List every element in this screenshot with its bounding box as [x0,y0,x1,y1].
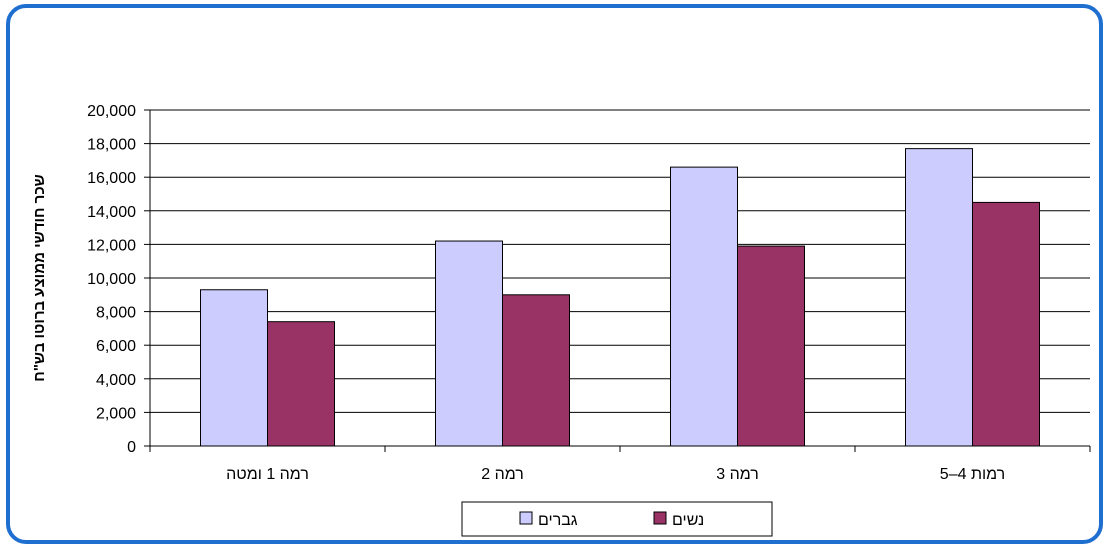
y-tick-label: 12,000 [87,237,136,254]
category-label: רמה 1 ומטה [226,466,309,483]
bar-women [502,294,570,447]
y-tick-labels: 0 2,000 4,000 6,000 8,000 10,000 12,000 14,000 1… [87,103,136,456]
y-tick-label: 16,000 [87,170,136,187]
y-tick-label: 10,000 [87,271,136,288]
bar-women [267,321,335,447]
bar-men [905,148,973,447]
category-label: רמות 4–5 [940,466,1005,483]
legend-label: נשים [672,512,704,529]
bar-women [972,201,1040,447]
y-tick-label: 8,000 [96,305,136,322]
y-tick-label: 18,000 [87,137,136,154]
legend-swatch [653,511,667,525]
y-axis-label: שכר חודשי ממוצע ברוטו בש"ח [31,174,48,381]
bar-men [670,166,738,447]
y-tick-label: 0 [127,439,136,456]
category-label: רמה 2 [481,466,524,483]
bars [200,148,1040,447]
y-tick-label: 20,000 [87,103,136,120]
bar-men [200,289,268,447]
legend-swatch [519,511,533,525]
bar-men [435,240,503,447]
bar-women [737,245,805,447]
legend-label: גברים [538,512,578,529]
y-tick-label: 4,000 [96,372,136,389]
category-labels: רמה 1 ומטה רמה 2 רמה 3 רמות 4–5 [226,466,1005,483]
y-tick-label: 6,000 [96,338,136,355]
category-label: רמה 3 [716,466,759,483]
axes [144,109,1091,452]
legend-box [461,501,773,537]
legend: גברים נשים [461,501,773,537]
y-tick-label: 2,000 [96,405,136,422]
y-tick-label: 14,000 [87,204,136,221]
